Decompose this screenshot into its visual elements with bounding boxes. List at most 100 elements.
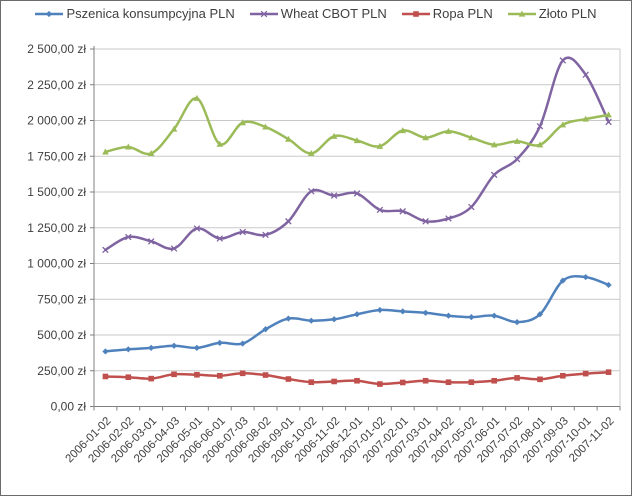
series-ropa-pln-marker — [331, 378, 337, 385]
series-z-oto-pln-marker — [170, 125, 178, 132]
series-pszenica-konsumpcyjna-pln-marker — [331, 316, 338, 323]
series-z-oto-pln-marker — [147, 149, 155, 156]
series-line-wheat-cbot-pln — [104, 56, 610, 252]
series-pszenica-konsumpcyjna-pln-marker — [399, 308, 406, 315]
series-z-oto-pln-marker — [445, 127, 452, 134]
series-pszenica-konsumpcyjna-pln-marker — [582, 273, 589, 281]
y-axis-label: 1 750,00 zł — [27, 149, 86, 163]
series-wheat-cbot-pln-marker — [353, 190, 361, 197]
series-pszenica-konsumpcyjna-pln-marker — [308, 317, 315, 324]
series-z-oto-pln-marker — [239, 119, 246, 126]
series-wheat-cbot-pln-marker — [216, 235, 224, 242]
series-ropa-pln-marker — [285, 376, 292, 382]
series-wheat-cbot-pln-marker — [490, 171, 498, 179]
series-wheat-cbot-pln-marker — [125, 233, 132, 241]
series-pszenica-konsumpcyjna-pln-marker — [262, 326, 269, 333]
series-ropa-pln-marker — [560, 372, 566, 379]
series-pszenica-konsumpcyjna-pln-marker — [102, 348, 109, 355]
series-z-oto-pln-marker — [285, 135, 292, 142]
series-wheat-cbot-pln-marker — [468, 203, 475, 211]
series-wheat-cbot-pln-marker — [536, 122, 544, 130]
series-ropa-pln-marker — [125, 374, 132, 380]
series-ropa-pln-marker — [582, 370, 589, 377]
y-axis-label: 0,00 zł — [51, 400, 87, 414]
diamond-legend-marker-icon — [35, 10, 64, 17]
legend-label: Wheat CBOT PLN — [280, 6, 387, 21]
series-ropa-pln-marker — [422, 377, 429, 384]
series-ropa-pln-marker — [399, 379, 406, 386]
y-axis-label: 500,00 zł — [37, 328, 86, 342]
series-z-oto-pln-marker — [307, 149, 315, 156]
legend-item-pszenica-konsumpcyjna-pln[interactable]: Pszenica konsumpcyjna PLN — [35, 6, 235, 21]
series-wheat-cbot-pln-marker — [262, 231, 269, 239]
series-wheat-cbot-pln-marker — [308, 188, 315, 195]
y-axis-label: 750,00 zł — [37, 292, 86, 306]
series-wheat-cbot-pln-marker — [513, 155, 521, 163]
triangle-legend-marker-icon — [507, 10, 536, 17]
series-wheat-cbot-pln-marker — [559, 57, 567, 64]
series-ropa-pln-marker — [148, 375, 154, 382]
series-z-oto-pln-marker — [216, 140, 224, 147]
series-z-oto-pln-marker — [125, 143, 132, 150]
series-pszenica-konsumpcyjna-pln-marker — [491, 312, 498, 319]
series-pszenica-konsumpcyjna-pln-marker — [125, 346, 132, 353]
series-z-oto-pln-marker — [102, 148, 109, 155]
series-pszenica-konsumpcyjna-pln-marker — [468, 314, 475, 321]
series-pszenica-konsumpcyjna-pln-marker — [376, 306, 383, 314]
series-pszenica-konsumpcyjna-pln-marker — [285, 315, 292, 322]
series-z-oto-pln-marker — [490, 141, 498, 148]
y-axis-label: 1 500,00 zł — [27, 185, 86, 199]
series-ropa-pln-marker — [194, 371, 200, 378]
series-ropa-pln-marker — [262, 372, 269, 378]
legend-label: Ropa PLN — [432, 6, 493, 21]
series-pszenica-konsumpcyjna-pln-marker — [559, 277, 566, 284]
series-ropa-pln-marker — [537, 376, 543, 383]
square-legend-marker-icon — [401, 10, 430, 17]
series-z-oto-pln-marker — [513, 137, 521, 144]
y-axis-label: 2 000,00 zł — [27, 114, 86, 128]
series-wheat-cbot-pln-marker — [422, 218, 429, 225]
series-ropa-pln-marker — [308, 379, 315, 385]
chart-legend: Pszenica konsumpcyjna PLN Wheat CBOT PLN R… — [1, 6, 631, 21]
series-z-oto-pln-marker — [422, 134, 429, 141]
series-z-oto-pln-marker — [262, 123, 269, 130]
series-z-oto-pln-marker — [399, 127, 407, 134]
series-pszenica-konsumpcyjna-pln-marker — [536, 311, 544, 318]
series-wheat-cbot-pln-marker — [285, 218, 292, 225]
series-ropa-pln-marker — [468, 379, 475, 385]
legend-item-wheat-cbot-pln[interactable]: Wheat CBOT PLN — [249, 6, 387, 21]
y-axis-label: 250,00 zł — [37, 364, 86, 378]
legend-item-ropa-pln[interactable]: Ropa PLN — [401, 6, 493, 21]
series-wheat-cbot-pln-marker — [330, 192, 338, 199]
series-z-oto-pln-marker — [353, 137, 361, 144]
series-pszenica-konsumpcyjna-pln-marker — [513, 319, 521, 326]
series-ropa-pln-marker — [239, 370, 246, 377]
series-wheat-cbot-pln-marker — [582, 71, 589, 78]
series-z-oto-pln-marker — [468, 134, 475, 141]
series-pszenica-konsumpcyjna-pln-marker — [170, 342, 178, 349]
y-axis-label: 1 000,00 zł — [27, 257, 86, 271]
series-z-oto-pln-marker — [376, 142, 384, 149]
series-ropa-pln-marker — [377, 381, 383, 387]
series-pszenica-konsumpcyjna-pln-marker — [445, 312, 452, 319]
series-wheat-cbot-pln-marker — [170, 245, 178, 252]
series-pszenica-konsumpcyjna-pln-marker — [216, 339, 223, 346]
legend-item-z-oto-pln[interactable]: Złoto PLN — [507, 6, 597, 21]
series-z-oto-pln-marker — [330, 132, 338, 139]
series-wheat-cbot-pln-marker — [399, 208, 406, 215]
series-ropa-pln-marker — [102, 373, 109, 380]
series-ropa-pln-marker — [354, 377, 360, 384]
series-wheat-cbot-pln-marker — [445, 215, 452, 222]
series-pszenica-konsumpcyjna-pln-marker — [605, 281, 612, 289]
legend-label: Pszenica konsumpcyjna PLN — [66, 6, 235, 21]
series-wheat-cbot-pln-marker — [376, 206, 384, 214]
series-ropa-pln-marker — [514, 375, 520, 381]
series-pszenica-konsumpcyjna-pln-marker — [239, 340, 246, 347]
series-z-oto-pln-marker — [536, 141, 544, 148]
series-wheat-cbot-pln-marker — [193, 225, 201, 232]
series-line-z-oto-pln — [104, 97, 610, 156]
series-ropa-pln-marker — [216, 372, 223, 379]
series-wheat-cbot-pln-marker — [147, 238, 155, 245]
